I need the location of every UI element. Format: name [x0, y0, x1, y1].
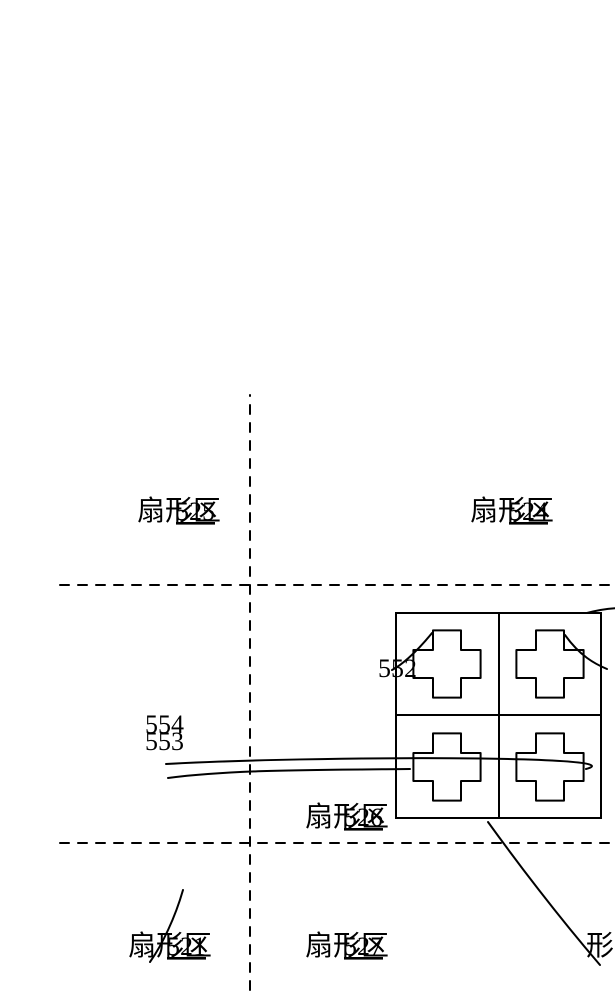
antenna-num-554: 554 [145, 710, 184, 739]
antenna-num-552: 552 [378, 654, 417, 683]
sector-num-s527: 527 [344, 932, 383, 961]
sector-num-s525: 525 [176, 497, 215, 526]
reader-node [396, 613, 601, 818]
leader-l553 [168, 769, 410, 778]
diagram-canvas: 扇形区521扇形区527形扇区528扇形区529扇形区526扇形区522扇形区5… [0, 0, 615, 1000]
sector-label-s528: 形扇区 [586, 930, 615, 962]
sector-num-s524: 524 [509, 497, 548, 526]
sector-num-s526: 526 [344, 803, 383, 832]
sector-num-s521: 521 [167, 932, 206, 961]
